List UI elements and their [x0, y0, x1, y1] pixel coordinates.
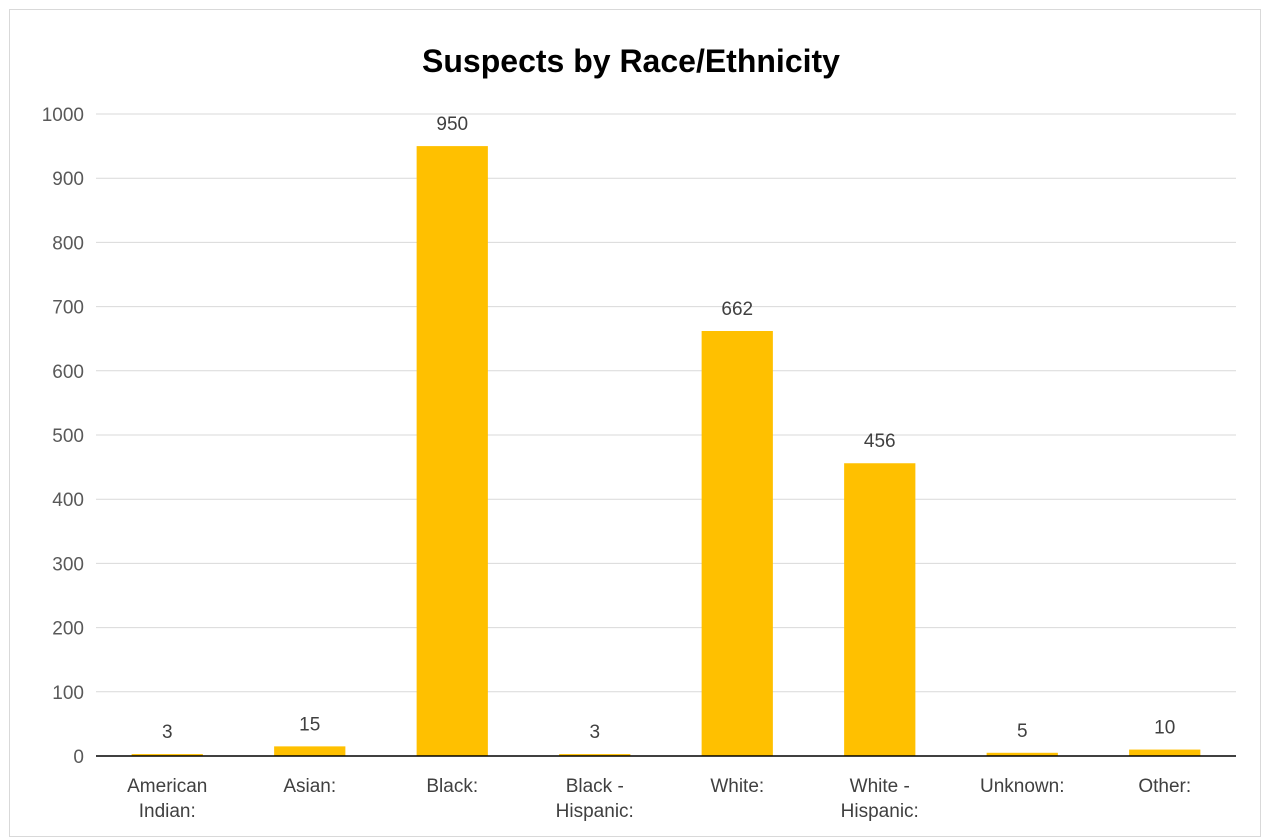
bar — [701, 330, 773, 756]
bar — [844, 463, 916, 756]
data-label: 662 — [721, 299, 753, 320]
bars — [131, 146, 1201, 757]
y-tick-label: 600 — [52, 362, 84, 383]
chart-frame — [9, 9, 1261, 837]
x-tick-label: Black: — [426, 776, 478, 797]
x-axis-tick-labels: American Indian: Asian: Black: Black -Hispan… — [127, 776, 1191, 822]
y-tick-label: 500 — [52, 426, 84, 447]
x-tick-label: White: — [710, 776, 764, 797]
y-tick-label: 900 — [52, 169, 84, 190]
bar — [1129, 749, 1201, 756]
gridlines — [96, 113, 1236, 693]
x-tick-label: Unknown: — [980, 776, 1065, 797]
bar — [416, 146, 488, 757]
data-label: 950 — [436, 114, 468, 135]
data-label: 15 — [299, 714, 320, 735]
x-tick-label: Other: — [1138, 776, 1191, 797]
bar — [131, 754, 203, 756]
bar — [986, 752, 1058, 756]
data-label: 3 — [162, 722, 173, 743]
x-tick-label: White -Hispanic: — [841, 776, 919, 822]
y-tick-label: 100 — [52, 683, 84, 704]
bar — [274, 746, 346, 756]
y-tick-label: 800 — [52, 233, 84, 254]
y-axis-tick-labels: 0 100 200 300 400 500 600 700 800 900 1000 — [42, 105, 84, 768]
y-tick-label: 700 — [52, 298, 84, 319]
x-tick-label: Black -Hispanic: — [556, 776, 634, 822]
y-tick-label: 300 — [52, 554, 84, 575]
data-label: 10 — [1154, 718, 1175, 739]
chart-title: Suspects by Race/Ethnicity — [422, 43, 840, 79]
x-tick-label: American Indian: — [127, 776, 207, 822]
data-label: 456 — [864, 431, 896, 452]
y-tick-label: 0 — [73, 747, 84, 768]
y-tick-label: 1000 — [42, 105, 84, 126]
data-labels: 3 15 950 3 662 456 5 10 — [162, 114, 1175, 743]
bar — [559, 754, 631, 756]
data-label: 3 — [589, 722, 600, 743]
y-tick-label: 200 — [52, 619, 84, 640]
x-tick-label: Asian: — [283, 776, 336, 797]
data-label: 5 — [1017, 721, 1028, 742]
y-tick-label: 400 — [52, 490, 84, 511]
